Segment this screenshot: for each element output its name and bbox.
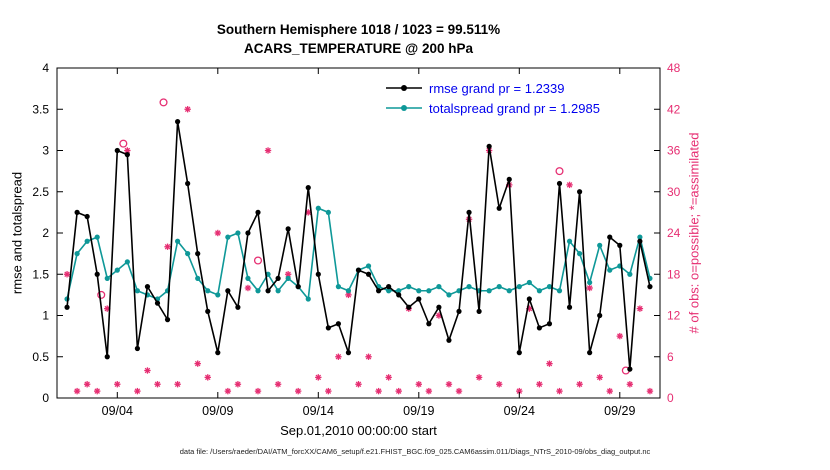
legend-item-rmse: rmse grand pr = 1.2339 bbox=[386, 78, 600, 98]
svg-text:3.5: 3.5 bbox=[32, 102, 49, 116]
chart-title: Southern Hemisphere 1018 / 1023 = 99.511… bbox=[216, 22, 501, 37]
y-axis-label-right: # of obs: o=possible; *=assimilated bbox=[686, 132, 702, 334]
svg-text:09/09: 09/09 bbox=[202, 404, 233, 418]
svg-text:48: 48 bbox=[667, 61, 681, 75]
series-lines-group bbox=[64, 119, 653, 372]
legend: rmse grand pr = 1.2339 totalspread grand… bbox=[386, 78, 600, 118]
obs-markers-group bbox=[63, 98, 654, 395]
rmse-line-swatch bbox=[386, 85, 422, 91]
svg-text:1: 1 bbox=[42, 309, 49, 323]
y-axis-label-left: rmse and totalspread bbox=[9, 171, 25, 295]
svg-text:09/29: 09/29 bbox=[604, 404, 635, 418]
svg-text:1.5: 1.5 bbox=[32, 267, 49, 281]
totalspread-line-swatch bbox=[386, 105, 422, 111]
chart-titles: Southern Hemisphere 1018 / 1023 = 99.511… bbox=[57, 20, 660, 58]
svg-text:42: 42 bbox=[667, 102, 681, 116]
svg-text:09/24: 09/24 bbox=[504, 404, 535, 418]
svg-text:09/19: 09/19 bbox=[403, 404, 434, 418]
legend-item-totalspread: totalspread grand pr = 1.2985 bbox=[386, 98, 600, 118]
svg-text:09/14: 09/14 bbox=[303, 404, 334, 418]
svg-text:3: 3 bbox=[42, 144, 49, 158]
svg-text:6: 6 bbox=[667, 350, 674, 364]
x-axis-label: Sep.01,2010 00:00:00 start bbox=[280, 423, 437, 438]
legend-label-totalspread: totalspread grand pr = 1.2985 bbox=[429, 100, 600, 116]
svg-text:12: 12 bbox=[667, 309, 681, 323]
svg-text:24: 24 bbox=[667, 226, 681, 240]
svg-text:2.5: 2.5 bbox=[32, 185, 49, 199]
svg-text:0.5: 0.5 bbox=[32, 350, 49, 364]
svg-text:09/04: 09/04 bbox=[102, 404, 133, 418]
svg-text:30: 30 bbox=[667, 185, 681, 199]
axes-group: 0 0.5 1 1.5 2 2.5 3 3.5 4 0 6 12 18 24 30 36 42 48 09/04 09… bbox=[32, 61, 680, 418]
svg-text:0: 0 bbox=[667, 391, 674, 405]
svg-text:36: 36 bbox=[667, 144, 681, 158]
legend-label-rmse: rmse grand pr = 1.2339 bbox=[429, 80, 565, 96]
chart-subtitle: ACARS_TEMPERATURE @ 200 hPa bbox=[244, 41, 473, 56]
svg-text:2: 2 bbox=[42, 226, 49, 240]
svg-text:18: 18 bbox=[667, 267, 681, 281]
svg-text:4: 4 bbox=[42, 61, 49, 75]
svg-text:0: 0 bbox=[42, 391, 49, 405]
data-file-note: data file: /Users/raeder/DAI/ATM_forcXX/… bbox=[179, 447, 651, 456]
